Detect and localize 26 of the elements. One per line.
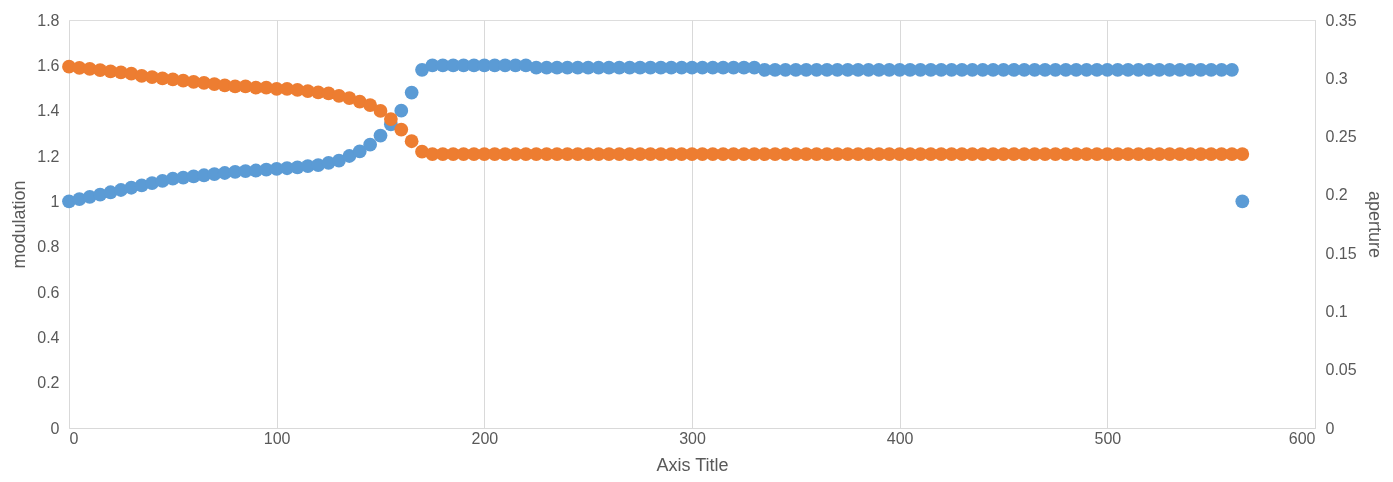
- y2-tick-label: 0.05: [1325, 361, 1357, 379]
- y-tick-label: 1.2: [37, 147, 60, 165]
- y2-tick-label: 0.25: [1325, 128, 1357, 146]
- y-tick-label: 0.8: [37, 238, 60, 256]
- x-tick-label: 600: [1288, 429, 1316, 447]
- y-tick-label: 1.6: [37, 56, 60, 74]
- y-tick-label: 0.2: [37, 374, 60, 392]
- y-tick-label: 0.6: [37, 283, 60, 301]
- y-tick-label: 0.4: [37, 328, 60, 346]
- y-axis-title: modulation: [9, 180, 30, 269]
- y-tick-label: 1.4: [37, 102, 60, 120]
- y2-tick-label: 0.3: [1325, 69, 1348, 87]
- y2-axis-title: aperture: [1364, 190, 1385, 259]
- y2-tick-label: 0.2: [1325, 186, 1348, 204]
- x-tick-label: 0: [69, 429, 79, 447]
- y2-tick-label: 0.35: [1325, 11, 1357, 29]
- y2-tick-label: 0.15: [1325, 244, 1357, 262]
- y2-tick-label: 0.1: [1325, 302, 1348, 320]
- x-tick-label: 300: [679, 429, 706, 447]
- x-tick-label: 100: [263, 429, 291, 447]
- x-axis-title: Axis Title: [656, 454, 729, 475]
- x-tick-label: 500: [1094, 429, 1122, 447]
- x-tick-label: 200: [471, 429, 499, 447]
- y-tick-label: 1.8: [37, 11, 60, 29]
- x-tick-label: 400: [886, 429, 914, 447]
- y-tick-label: 1: [50, 192, 60, 210]
